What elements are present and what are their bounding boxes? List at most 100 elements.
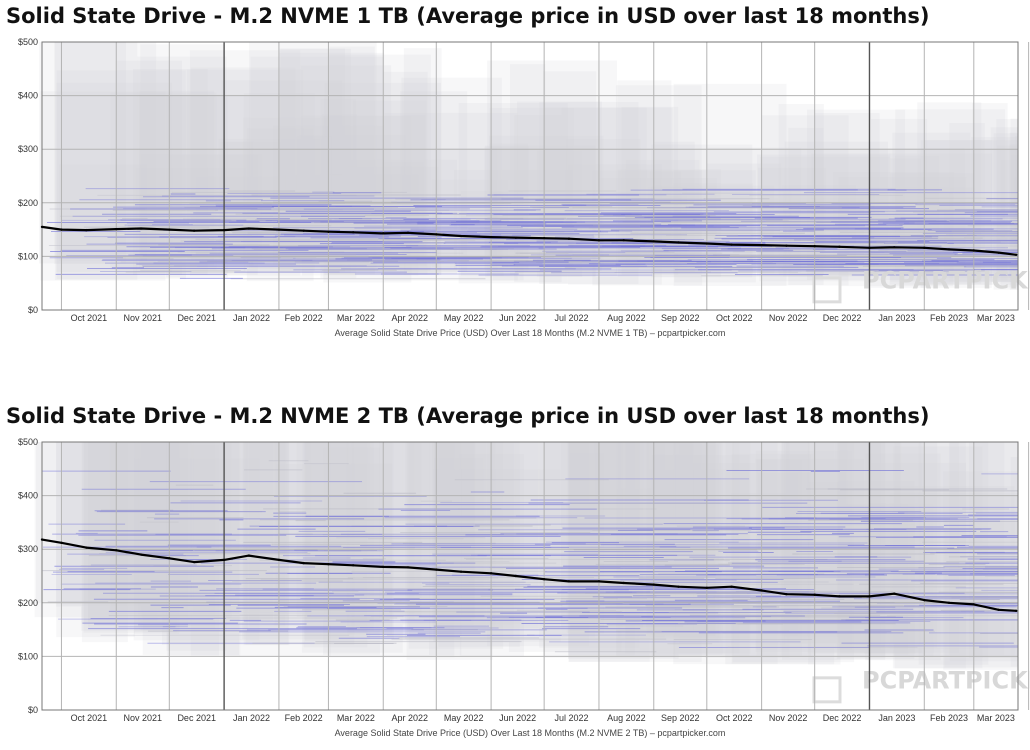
series-point (705, 586, 709, 589)
x-tick-label: May 2022 (444, 313, 484, 323)
chart-2tb-title: Solid State Drive - M.2 NVME 2 TB (Avera… (6, 404, 930, 428)
x-tick-label: Dec 2021 (177, 713, 216, 723)
y-tick-label: $300 (18, 144, 38, 154)
series-point (597, 239, 601, 242)
series-point (222, 228, 226, 232)
plot-frame (41, 441, 1019, 711)
series-point (85, 228, 88, 232)
x-tick-label: Mar 2022 (337, 713, 375, 723)
series-point (40, 225, 44, 229)
series-point (893, 246, 896, 249)
series-point (785, 593, 788, 596)
series-point (997, 608, 1000, 611)
series-point (489, 572, 493, 575)
chart-1tb-title: Solid State Drive - M.2 NVME 1 TB (Avera… (6, 4, 930, 28)
series-point (705, 242, 709, 245)
series-point (542, 578, 546, 581)
series-point (622, 581, 625, 585)
series-point (489, 235, 493, 239)
chart-1tb-svg: PCPARTPICKER $0 $100 $200 $300 $400 $500 Oct 20… (18, 37, 1030, 338)
x-tick-label: Aug 2022 (607, 713, 646, 723)
x-tick-label: Mar 2023 (977, 313, 1015, 323)
x-tick-label: Nov 2022 (769, 313, 808, 323)
x-tick-label: Jun 2022 (499, 713, 536, 723)
series-point (652, 583, 655, 586)
series-point (838, 245, 841, 248)
series-point (302, 561, 305, 565)
series-point (514, 574, 518, 578)
series-point (382, 232, 385, 235)
series-point (60, 541, 63, 544)
series-point (947, 248, 951, 251)
y-tick-label: $200 (18, 198, 38, 208)
series-point (622, 239, 625, 242)
series-point (247, 227, 251, 230)
series-point (222, 558, 226, 562)
series-point (868, 246, 871, 250)
x-tick-label: Oct 2021 (71, 713, 108, 723)
x-tick-label: Dec 2021 (177, 313, 216, 323)
series-point (60, 228, 63, 231)
series-point (868, 595, 871, 598)
series-point (40, 538, 44, 541)
series-point (168, 557, 171, 560)
series-point (760, 589, 763, 592)
series-point (277, 228, 281, 231)
series-point (677, 585, 680, 588)
x-tick-label: Oct 2022 (716, 713, 753, 723)
watermark-text: PCPARTPICKER (862, 267, 1030, 295)
x-tick-label: Feb 2023 (930, 313, 968, 323)
series-point (247, 554, 251, 557)
x-tick-label: Dec 2022 (823, 313, 862, 323)
y-tick-label: $100 (18, 651, 38, 661)
chart-1tb: PCPARTPICKER $0 $100 $200 $300 $400 $500 Oct 20… (0, 0, 1030, 350)
watermark-logo-icon (812, 676, 842, 704)
series-point (459, 234, 463, 238)
series-point (947, 601, 951, 604)
series-point (785, 244, 788, 247)
series-point (1015, 609, 1018, 613)
series-point (567, 580, 571, 583)
chart-2tb-caption: Average Solid State Drive Price (USD) Ov… (335, 728, 726, 738)
x-tick-label: Nov 2022 (769, 713, 808, 723)
series-point (730, 585, 733, 588)
plot-frame (41, 41, 1019, 311)
chart-2tb: PCPARTPICKER $0 $100 $200 $300 $400 $500 Oct 20… (0, 400, 1030, 750)
series-point (327, 230, 330, 233)
series-point (406, 566, 410, 569)
y-tick-label: $0 (28, 305, 38, 315)
series-point (459, 570, 463, 573)
series-line-average-price (41, 538, 1017, 612)
x-tick-label: Mar 2022 (337, 313, 375, 323)
y-tick-label: $300 (18, 544, 38, 554)
series-point (382, 565, 385, 569)
series-point (972, 249, 975, 252)
series-point (1015, 253, 1018, 256)
y-tick-label: $500 (18, 37, 38, 47)
y-tick-label: $100 (18, 251, 38, 261)
series-point (168, 228, 171, 231)
x-tick-label: Apr 2022 (392, 713, 429, 723)
series-point (351, 564, 355, 567)
y-tick-label: $200 (18, 598, 38, 608)
series-point (597, 580, 601, 583)
series-point (997, 251, 1000, 254)
series-point (327, 563, 330, 566)
series-point (813, 593, 816, 596)
x-tick-label: Jun 2022 (499, 313, 536, 323)
series-point (115, 549, 118, 552)
y-tick-label: $400 (18, 91, 38, 101)
x-tick-label: Feb 2023 (930, 713, 968, 723)
series-point (542, 236, 546, 240)
series-point (139, 553, 143, 556)
series-line-average-price (41, 225, 1017, 256)
x-tick-label: Nov 2021 (124, 713, 163, 723)
series-point (435, 233, 438, 236)
x-tick-label: Jul 2022 (555, 713, 589, 723)
series-point (514, 236, 518, 239)
series-point (115, 227, 118, 231)
x-tick-label: Apr 2022 (392, 313, 429, 323)
series-point (923, 598, 926, 602)
chart-2tb-svg: PCPARTPICKER $0 $100 $200 $300 $400 $500 Oct 20… (18, 437, 1030, 738)
watermark-logo-icon (812, 276, 842, 304)
